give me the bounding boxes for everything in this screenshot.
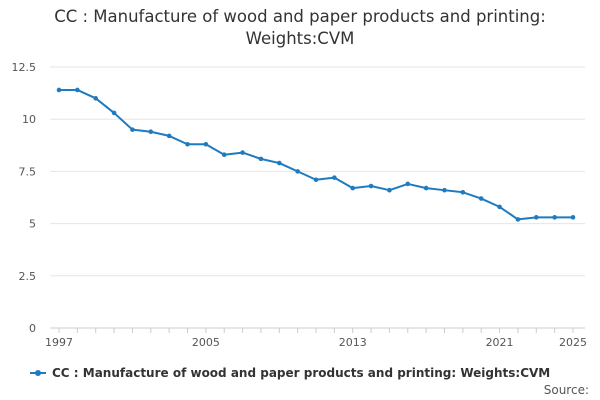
- y-tick-label: 12.5: [12, 61, 37, 74]
- data-point[interactable]: [497, 204, 502, 210]
- data-point[interactable]: [368, 183, 374, 189]
- series-line: [59, 88, 573, 221]
- chart-title: CC : Manufacture of wood and paper produ…: [54, 7, 546, 48]
- data-point[interactable]: [387, 187, 392, 193]
- y-tick-label: 2.5: [19, 270, 37, 283]
- legend[interactable]: CC : Manufacture of wood and paper produ…: [30, 363, 550, 383]
- data-point[interactable]: [570, 215, 576, 220]
- x-axis: 1997 2005 2013 2021 2025: [45, 327, 587, 349]
- data-point[interactable]: [313, 177, 319, 183]
- data-point[interactable]: [350, 185, 356, 191]
- data-point[interactable]: [93, 96, 99, 101]
- data-point[interactable]: [552, 215, 557, 220]
- x-tick-label: 1997: [45, 336, 73, 349]
- data-point[interactable]: [515, 217, 521, 222]
- data-point[interactable]: [75, 87, 80, 93]
- x-tick-label: 2021: [486, 336, 514, 349]
- data-point[interactable]: [442, 187, 447, 193]
- y-tick-label: 5: [29, 218, 36, 231]
- data-point[interactable]: [221, 152, 227, 157]
- y-axis: 0 2.5 5 7.5 10 12.5: [12, 61, 37, 335]
- data-point[interactable]: [423, 185, 429, 191]
- data-point[interactable]: [460, 189, 466, 195]
- data-point[interactable]: [478, 196, 484, 201]
- grid-lines: [50, 66, 585, 329]
- data-point[interactable]: [203, 141, 209, 147]
- data-point[interactable]: [130, 127, 135, 132]
- data-point[interactable]: [56, 87, 62, 93]
- data-point[interactable]: [185, 141, 190, 147]
- y-tick-label: 0: [29, 322, 36, 335]
- x-tick-label: 2005: [192, 336, 220, 349]
- legend-label: CC : Manufacture of wood and paper produ…: [52, 366, 551, 380]
- data-point[interactable]: [533, 215, 539, 220]
- x-tick-label: 2025: [559, 336, 587, 349]
- data-point[interactable]: [295, 169, 300, 174]
- data-point[interactable]: [258, 156, 264, 162]
- x-tick-label: 2013: [339, 336, 367, 349]
- data-point[interactable]: [240, 150, 245, 155]
- y-tick-label: 7.5: [19, 165, 37, 178]
- legend-line-marker: [30, 370, 46, 376]
- data-point[interactable]: [332, 175, 337, 180]
- source-label: Source:: [543, 383, 589, 397]
- data-point[interactable]: [166, 133, 172, 139]
- y-tick-label: 10: [22, 113, 36, 126]
- series-layer: [56, 87, 576, 222]
- data-point[interactable]: [405, 181, 411, 187]
- data-point[interactable]: [111, 110, 117, 116]
- data-point[interactable]: [148, 129, 154, 135]
- data-point[interactable]: [276, 160, 282, 166]
